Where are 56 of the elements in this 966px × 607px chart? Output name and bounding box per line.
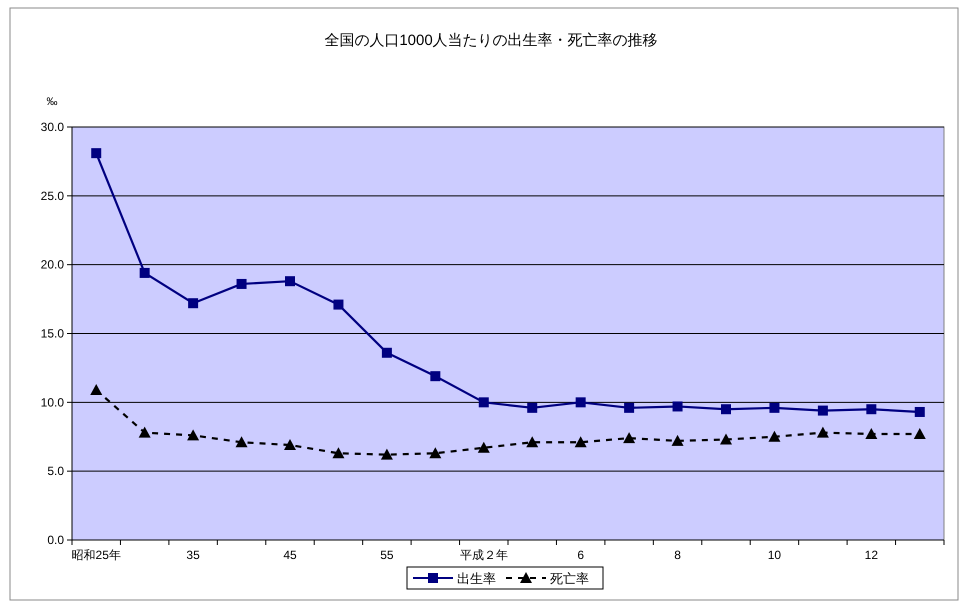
point: [284, 439, 296, 450]
x-tick-label: 45: [283, 548, 297, 562]
point: [527, 402, 538, 413]
point: [429, 447, 442, 458]
point: [478, 442, 490, 453]
legend-label: 出生率: [457, 571, 496, 586]
y-tick-label: 20.0: [40, 258, 64, 272]
y-tick-label: 15.0: [40, 326, 64, 340]
point: [672, 434, 684, 446]
y-tick-label: 0.0: [47, 533, 64, 547]
point: [866, 404, 876, 414]
point: [914, 428, 926, 439]
point: [430, 371, 440, 382]
point: [187, 429, 200, 440]
point: [721, 404, 731, 414]
point: [816, 426, 829, 438]
x-tick-label: 8: [674, 548, 682, 562]
point: [914, 406, 925, 417]
x-tick-label: 55: [380, 548, 394, 562]
point: [526, 436, 538, 448]
point: [576, 397, 586, 408]
point: [720, 434, 732, 445]
point: [478, 397, 489, 408]
x-tick-label: 平成２年: [460, 548, 508, 562]
point: [140, 268, 150, 278]
x-tick-label: 12: [864, 548, 878, 562]
point: [768, 430, 780, 442]
point: [818, 406, 828, 416]
point: [333, 300, 344, 310]
chart-title: 全国の人口1000人当たりの出生率・死亡率の推移: [324, 32, 658, 49]
x-tick-label: 10: [768, 548, 782, 562]
x-tick-label: 6: [577, 548, 584, 562]
point: [188, 298, 198, 308]
point: [285, 276, 295, 286]
point: [574, 436, 587, 448]
y-tick-label: 25.0: [40, 188, 64, 203]
x-tick-label: 昭和25年: [72, 548, 121, 562]
point: [380, 448, 393, 460]
legend-label: 死亡率: [550, 571, 589, 586]
point: [236, 436, 248, 448]
point: [672, 401, 683, 412]
y-tick-label: 5.0: [47, 464, 64, 478]
point: [865, 428, 878, 439]
y-axis-title: ‰: [46, 96, 58, 108]
point: [769, 402, 780, 413]
point: [236, 278, 247, 289]
point: [623, 432, 636, 444]
x-tick-label: 35: [186, 548, 200, 562]
point: [138, 426, 151, 438]
point: [332, 447, 344, 458]
y-tick-label: 10.0: [40, 395, 64, 410]
point: [91, 148, 102, 158]
point: [624, 402, 634, 413]
point: [382, 348, 392, 358]
point: [90, 384, 102, 395]
y-tick-label: 30.0: [40, 120, 64, 134]
